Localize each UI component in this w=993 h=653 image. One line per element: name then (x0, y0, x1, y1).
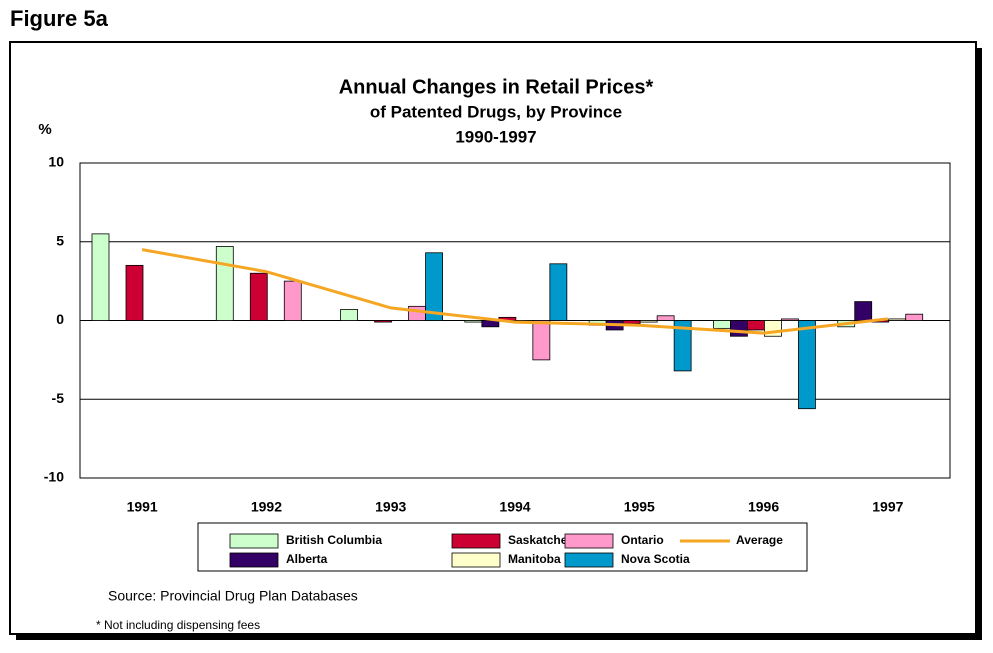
x-tick-label: 1994 (499, 499, 530, 515)
bar (781, 318, 799, 321)
legend-swatch (451, 533, 501, 549)
legend-label: Ontario (621, 533, 664, 547)
average-line (141, 248, 889, 335)
legend-swatch (564, 552, 614, 568)
y-tick-label: 0 (56, 311, 64, 327)
x-tick-label: 1993 (375, 499, 406, 515)
bar (532, 320, 551, 361)
bar (464, 320, 483, 323)
legend (197, 522, 808, 572)
bar (673, 320, 692, 372)
y-tick-label: 10 (48, 154, 64, 170)
bar (639, 320, 658, 323)
bar (888, 318, 907, 321)
bar (730, 320, 748, 337)
x-tick-label: 1995 (624, 499, 655, 515)
y-tick-label: -5 (52, 390, 65, 406)
bar (340, 309, 358, 321)
bar (905, 313, 924, 321)
bar (425, 252, 443, 321)
bar (656, 315, 675, 321)
legend-swatch (229, 552, 279, 568)
legend-swatch (451, 552, 501, 568)
figure-label: Figure 5a (10, 6, 109, 31)
bar (798, 320, 816, 410)
bar (249, 272, 268, 321)
bar (713, 320, 731, 329)
bar (854, 301, 873, 321)
bar (374, 320, 392, 323)
bar (622, 320, 641, 325)
legend-label: Average (736, 533, 783, 547)
bar (91, 233, 110, 321)
legend-label: Manitoba (508, 552, 561, 566)
y-tick-label: -10 (44, 469, 64, 485)
x-tick-label: 1991 (127, 499, 158, 515)
chart-subtitle: of Patented Drugs, by Province (370, 102, 622, 121)
x-tick-label: 1992 (251, 499, 282, 515)
y-tick-label: 5 (56, 232, 64, 248)
bar (125, 264, 144, 321)
chart-subtitle: 1990-1997 (455, 127, 536, 146)
bar (549, 263, 568, 321)
source: Source: Provincial Drug Plan Databases (108, 588, 358, 604)
legend-swatch (229, 533, 279, 549)
legend-label: British Columbia (286, 533, 382, 547)
legend-swatch (564, 533, 614, 549)
x-tick-label: 1996 (748, 499, 779, 515)
bar (408, 305, 426, 321)
bar (283, 280, 302, 321)
y-axis-label: % (38, 121, 51, 138)
legend-label: Alberta (286, 552, 328, 566)
bar (747, 320, 765, 331)
x-tick-label: 1997 (872, 499, 903, 515)
bar (215, 246, 234, 321)
legend-label: Nova Scotia (621, 552, 690, 566)
footnote: * Not including dispensing fees (96, 618, 260, 632)
chart-title: Annual Changes in Retail Prices* (339, 76, 654, 98)
